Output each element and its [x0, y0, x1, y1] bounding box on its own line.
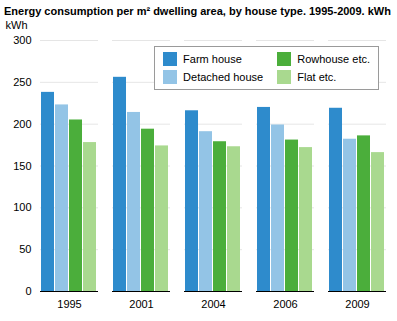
- svg-text:100: 100: [13, 201, 31, 213]
- html-text:Detached house: Detached house: [183, 71, 264, 83]
- html-text:Farm house: Farm house: [183, 53, 242, 65]
- svg-text:2009: 2009: [345, 298, 369, 310]
- svg-text:50: 50: [19, 243, 31, 255]
- svg-text:250: 250: [13, 76, 31, 88]
- svg-text:2006: 2006: [273, 298, 297, 310]
- html-text:Energy consumption per m² dwel: Energy consumption per m² dwelling area,…: [4, 5, 391, 17]
- html-text:Flat etc.: Flat etc.: [297, 71, 337, 83]
- svg-text:kWh: kWh: [6, 19, 28, 31]
- svg-text:0: 0: [25, 285, 31, 297]
- html-text:Rowhouse etc.: Rowhouse etc.: [297, 53, 370, 65]
- svg-text:1995: 1995: [57, 298, 81, 310]
- svg-text:150: 150: [13, 160, 31, 172]
- svg-text:2001: 2001: [129, 298, 153, 310]
- svg-text:2004: 2004: [201, 298, 225, 310]
- svg-text:300: 300: [13, 34, 31, 46]
- svg-text:200: 200: [13, 118, 31, 130]
